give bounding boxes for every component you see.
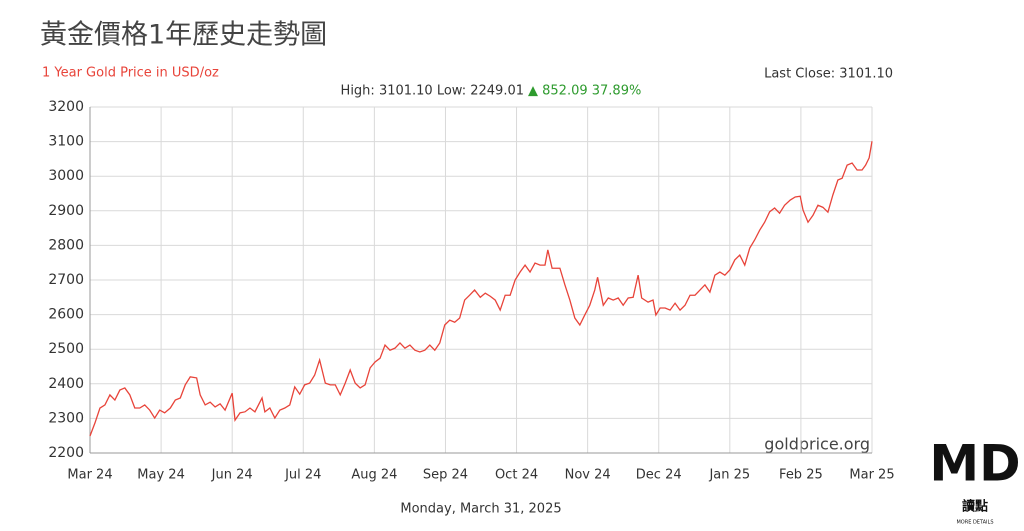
last-close: Last Close: 3101.10 [764, 67, 893, 82]
y-tick-label: 2500 [48, 341, 84, 357]
logo: MD 讀點 MORE DETAILS [929, 435, 1020, 526]
y-tick-label: 3200 [48, 99, 84, 115]
x-tick-label: Jul 24 [284, 468, 321, 483]
price-line [89, 141, 873, 437]
y-tick-label: 3100 [48, 134, 84, 150]
y-tick-label: 2600 [48, 307, 84, 323]
x-tick-label: Oct 24 [495, 468, 538, 483]
source: goldprice.org [764, 435, 870, 454]
chart-title: 黃金價格1年歷史走勢圖 [40, 20, 327, 51]
y-tick-label: 2800 [48, 237, 84, 253]
x-tick-label: Aug 24 [351, 468, 397, 483]
x-tick-label: Jun 24 [211, 468, 253, 483]
x-tick-label: Feb 25 [779, 468, 823, 483]
change: ▲ 852.09 37.89% [528, 84, 641, 99]
logo-text: 讀點 [962, 499, 988, 515]
x-tick-label: Sep 24 [423, 468, 468, 483]
y-tick-label: 2900 [48, 203, 84, 219]
date: Monday, March 31, 2025 [400, 502, 561, 517]
x-tick-label: Mar 24 [67, 468, 112, 483]
subtitle: 1 Year Gold Price in USD/oz [42, 66, 219, 81]
y-tick-label: 2400 [48, 376, 84, 392]
x-tick-label: Jan 25 [708, 468, 750, 483]
logo-tagline: MORE DETAILS [956, 520, 993, 526]
y-tick-label: 2700 [48, 272, 84, 288]
x-tick-label: Mar 25 [849, 468, 894, 483]
y-tick-label: 2300 [48, 410, 84, 426]
y-tick-label: 3000 [48, 168, 84, 184]
logo-mark: MD [929, 435, 1020, 493]
x-tick-label: May 24 [137, 468, 185, 483]
x-tick-label: Nov 24 [565, 468, 611, 483]
y-tick-label: 2200 [48, 445, 84, 461]
x-tick-label: Dec 24 [636, 468, 682, 483]
stats: High: 3101.10 Low: 2249.01 [341, 84, 524, 99]
